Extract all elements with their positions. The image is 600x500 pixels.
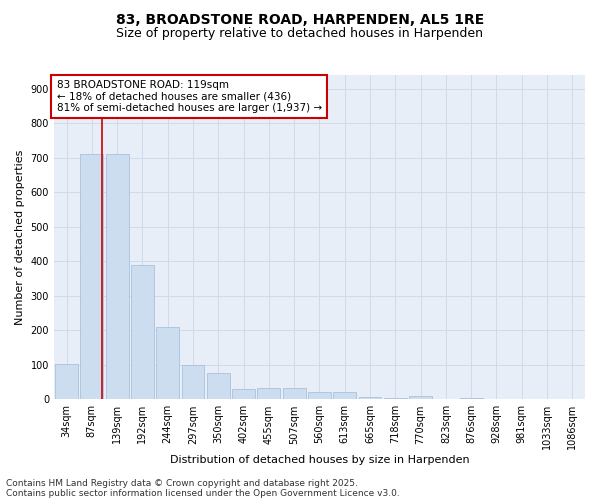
Bar	[257, 388, 280, 400]
Bar	[55, 364, 78, 400]
Bar	[308, 392, 331, 400]
Bar	[106, 154, 128, 400]
Text: Contains public sector information licensed under the Open Government Licence v3: Contains public sector information licen…	[6, 488, 400, 498]
Y-axis label: Number of detached properties: Number of detached properties	[15, 150, 25, 325]
Text: Contains HM Land Registry data © Crown copyright and database right 2025.: Contains HM Land Registry data © Crown c…	[6, 478, 358, 488]
Bar	[283, 388, 305, 400]
Bar	[334, 392, 356, 400]
Bar	[384, 398, 407, 400]
Bar	[157, 327, 179, 400]
Text: 83, BROADSTONE ROAD, HARPENDEN, AL5 1RE: 83, BROADSTONE ROAD, HARPENDEN, AL5 1RE	[116, 12, 484, 26]
Bar	[207, 374, 230, 400]
X-axis label: Distribution of detached houses by size in Harpenden: Distribution of detached houses by size …	[170, 455, 469, 465]
Bar	[460, 398, 482, 400]
Bar	[232, 389, 255, 400]
Bar	[182, 365, 205, 400]
Bar	[409, 396, 432, 400]
Bar	[131, 265, 154, 400]
Text: 83 BROADSTONE ROAD: 119sqm
← 18% of detached houses are smaller (436)
81% of sem: 83 BROADSTONE ROAD: 119sqm ← 18% of deta…	[56, 80, 322, 113]
Bar	[80, 154, 103, 400]
Text: Size of property relative to detached houses in Harpenden: Size of property relative to detached ho…	[116, 28, 484, 40]
Bar	[359, 396, 382, 400]
